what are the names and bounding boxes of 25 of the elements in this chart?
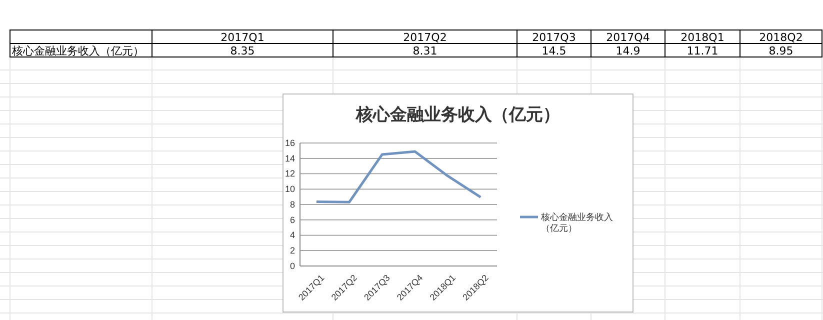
chart-title: 核心金融业务收入（亿元） xyxy=(355,105,560,125)
y-tick-label: 10 xyxy=(284,184,295,194)
text: 核心金融业务收入（亿元） xyxy=(11,44,144,58)
y-tick-label: 0 xyxy=(290,260,295,271)
data-label: 8.31 xyxy=(412,44,438,58)
y-tick-label: 6 xyxy=(290,214,295,225)
category-label: 2017Q3 xyxy=(532,31,576,44)
line-series xyxy=(315,150,482,204)
legend-label: 核心金融业务收入（亿元） xyxy=(540,212,613,234)
y-tick-label: 2 xyxy=(290,246,295,256)
category-label: 2017Q4 xyxy=(606,31,650,44)
category-label: 2017Q1 xyxy=(220,31,264,44)
category-label: 2018Q1 xyxy=(680,31,724,44)
y-tick-label: 4 xyxy=(290,230,295,240)
y-tick-label: 12 xyxy=(284,168,295,179)
y-tick-label: 8 xyxy=(290,199,295,210)
data-label: 14.9 xyxy=(616,44,640,58)
data-label: 8.35 xyxy=(230,44,255,58)
y-tick-label: 16 xyxy=(284,138,295,148)
data-label: 14.5 xyxy=(542,44,566,58)
data-label: 11.71 xyxy=(686,44,718,58)
category-label: 2017Q2 xyxy=(403,31,447,44)
data-label: 8.95 xyxy=(768,44,794,58)
y-tick-label: 14 xyxy=(284,153,295,164)
category-label: 2018Q2 xyxy=(759,31,803,44)
